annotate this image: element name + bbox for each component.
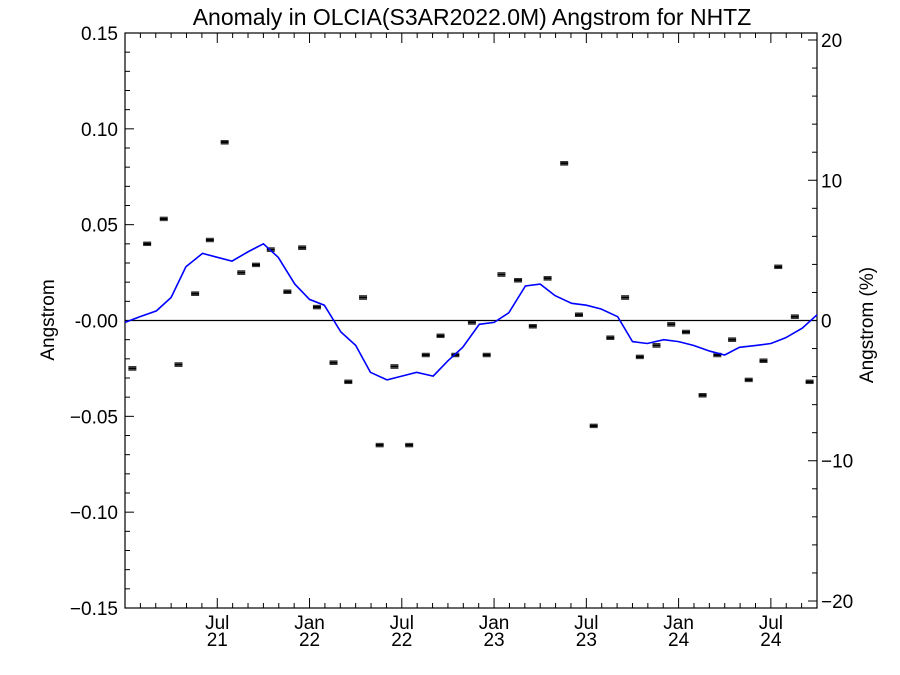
y-tick-label: 0.15 [81,24,118,45]
y-tick-label: −0.15 [70,599,118,620]
x-tick-label-month: Jul [390,613,414,634]
x-tick-label-month: Jul [759,613,783,634]
x-tick-label-year: 22 [299,630,320,651]
chart-title: Anomaly in OLCIA(S3AR2022.0M) Angstrom f… [193,4,752,30]
y2-tick-label: 20 [821,31,842,52]
y-tick-label: −0.05 [70,407,118,428]
y-axis-label: Angstrom [38,279,59,360]
y-tick-label: 0.10 [81,120,118,141]
x-tick-label-year: 22 [391,630,412,651]
y2-tick-label: −20 [821,592,853,613]
y2-tick-label: 10 [821,171,842,192]
y2-tick-label: −10 [821,452,853,473]
x-tick-label-month: Jul [205,613,229,634]
x-tick-label-year: 24 [760,630,782,651]
x-tick-label-month: Jul [574,613,598,634]
y-tick-label: 0.05 [81,216,118,237]
y2-axis-label: Angstrom (%) [857,267,878,383]
running-mean-line [124,242,818,381]
x-tick-label-month: Jan [479,613,510,634]
x-tick-label-year: 23 [483,630,504,651]
x-tick-label-year: 21 [207,630,228,651]
y-tick-label: −0.10 [70,503,118,524]
y-tick-label: -0.00 [75,312,118,333]
y2-tick-label: 0 [821,312,832,333]
x-tick-label-month: Jan [294,613,325,634]
x-tick-label-month: Jan [663,613,694,634]
x-tick-label-year: 23 [576,630,597,651]
x-tick-label-year: 24 [668,630,690,651]
